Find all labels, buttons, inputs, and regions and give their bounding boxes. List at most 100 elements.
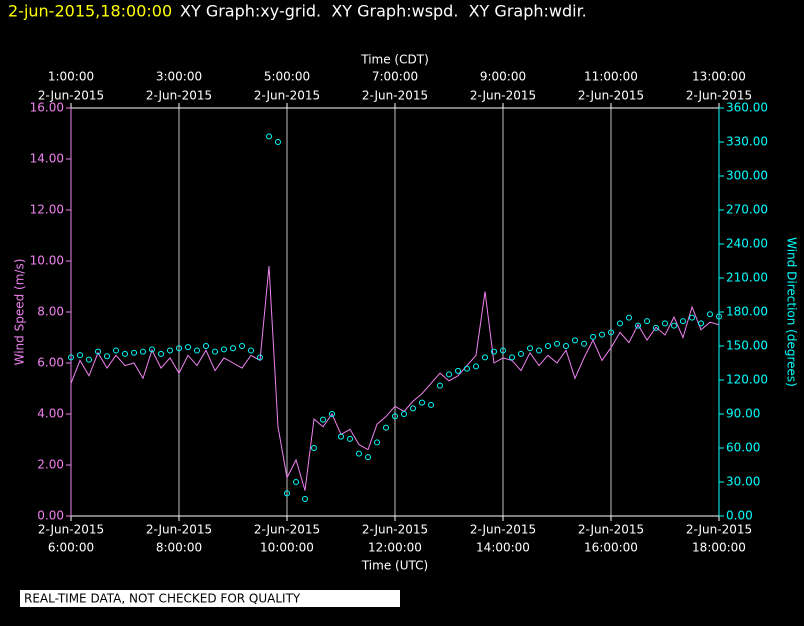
direction-point: [625, 314, 632, 321]
direction-point: [382, 424, 389, 431]
y-tick-label: 12.00: [30, 203, 64, 217]
direction-point: [158, 350, 165, 357]
direction-point: [401, 411, 408, 417]
direction-point: [122, 350, 128, 357]
direction-point: [463, 365, 470, 372]
y2-tick-label: 360.00: [726, 101, 768, 115]
direction-point: [176, 345, 182, 352]
x-tick-label: 14:00:00: [476, 541, 530, 555]
direction-point: [68, 354, 74, 361]
x2-tick-label: 3:00:00: [156, 70, 202, 84]
direction-point: [482, 354, 489, 361]
direction-point: [644, 318, 651, 325]
direction-point: [104, 353, 111, 360]
x2-axis-label: Time (CDT): [360, 53, 429, 67]
direction-point: [455, 367, 462, 374]
y-tick-label: 4.00: [37, 407, 64, 421]
y2-tick-label: 270.00: [726, 203, 768, 217]
direction-point: [509, 354, 516, 361]
direction-point: [112, 347, 119, 354]
y2-tick-label: 210.00: [726, 271, 768, 285]
direction-point: [581, 340, 587, 347]
y2-tick-label: 0.00: [726, 509, 753, 523]
direction-point: [365, 454, 371, 461]
direction-point: [671, 322, 678, 329]
direction-point: [679, 318, 686, 325]
direction-point: [706, 311, 713, 318]
direction-point: [355, 450, 362, 457]
x-tick-date: 2-Jun-2015: [146, 523, 212, 537]
direction-point: [446, 371, 452, 378]
direction-point: [590, 333, 597, 340]
x-tick-date: 2-Jun-2015: [38, 523, 104, 537]
y-tick-label: 14.00: [30, 152, 64, 166]
direction-point: [563, 343, 570, 349]
y-tick-label: 2.00: [37, 458, 64, 472]
direction-point: [139, 348, 146, 355]
x2-tick-label: 5:00:00: [264, 70, 310, 84]
direction-point: [220, 346, 227, 353]
y2-tick-label: 150.00: [726, 339, 768, 353]
direction-point: [311, 445, 317, 451]
x2-tick-label: 7:00:00: [372, 70, 418, 84]
direction-point: [409, 405, 416, 412]
direction-point: [617, 320, 624, 327]
direction-point: [419, 399, 425, 406]
y2-tick-label: 60.00: [726, 441, 760, 455]
direction-point: [500, 347, 506, 354]
x-tick-label: 6:00:00: [48, 541, 94, 555]
y-tick-label: 6.00: [37, 356, 64, 370]
direction-point: [536, 347, 543, 354]
direction-point: [293, 479, 300, 485]
direction-point: [85, 356, 92, 363]
x-tick-label: 16:00:00: [584, 541, 638, 555]
direction-point: [490, 348, 497, 355]
direction-point: [212, 348, 219, 355]
x-tick-date: 2-Jun-2015: [578, 523, 644, 537]
direction-point: [320, 416, 327, 423]
direction-point: [527, 345, 533, 352]
direction-point: [247, 347, 254, 354]
direction-point: [230, 345, 236, 352]
x-tick-date: 2-Jun-2015: [686, 523, 752, 537]
note-box: [20, 590, 400, 607]
direction-point: [374, 439, 381, 446]
speed-line: [70, 266, 720, 491]
x-tick-date: 2-Jun-2015: [470, 523, 536, 537]
direction-point: [392, 413, 398, 420]
x2-tick-date: 2-Jun-2015: [470, 89, 536, 103]
direction-point: [428, 401, 435, 408]
direction-point: [689, 314, 695, 321]
direction-point: [598, 331, 605, 338]
direction-point: [571, 337, 578, 344]
x2-tick-label: 9:00:00: [480, 70, 526, 84]
x2-tick-date: 2-Jun-2015: [686, 89, 752, 103]
direction-point: [95, 348, 101, 355]
x-tick-date: 2-Jun-2015: [362, 523, 428, 537]
x2-tick-label: 13:00:00: [692, 70, 746, 84]
x2-tick-label: 1:00:00: [48, 70, 94, 84]
direction-point: [517, 350, 524, 357]
y2-tick-label: 300.00: [726, 169, 768, 183]
direction-point: [698, 320, 705, 327]
x-tick-label: 10:00:00: [260, 541, 314, 555]
direction-point: [716, 313, 722, 320]
direction-point: [473, 363, 479, 370]
x-tick-label: 8:00:00: [156, 541, 202, 555]
y-tick-label: 8.00: [37, 305, 64, 319]
direction-point: [266, 133, 273, 140]
y2-axis-label: Wind Direction (degrees): [785, 237, 799, 387]
direction-point: [338, 433, 344, 440]
direction-point: [257, 354, 263, 361]
direction-point: [544, 343, 551, 349]
y2-tick-label: 180.00: [726, 305, 768, 319]
x2-tick-date: 2-Jun-2015: [362, 89, 428, 103]
y-tick-label: 0.00: [37, 509, 64, 523]
note: REAL-TIME DATA, NOT CHECKED FOR QUALITY: [24, 592, 301, 606]
y2-tick-label: 120.00: [726, 373, 768, 387]
y2-tick-label: 30.00: [726, 475, 760, 489]
direction-point: [662, 320, 668, 327]
direction-point: [284, 490, 290, 497]
x2-tick-label: 11:00:00: [584, 70, 638, 84]
